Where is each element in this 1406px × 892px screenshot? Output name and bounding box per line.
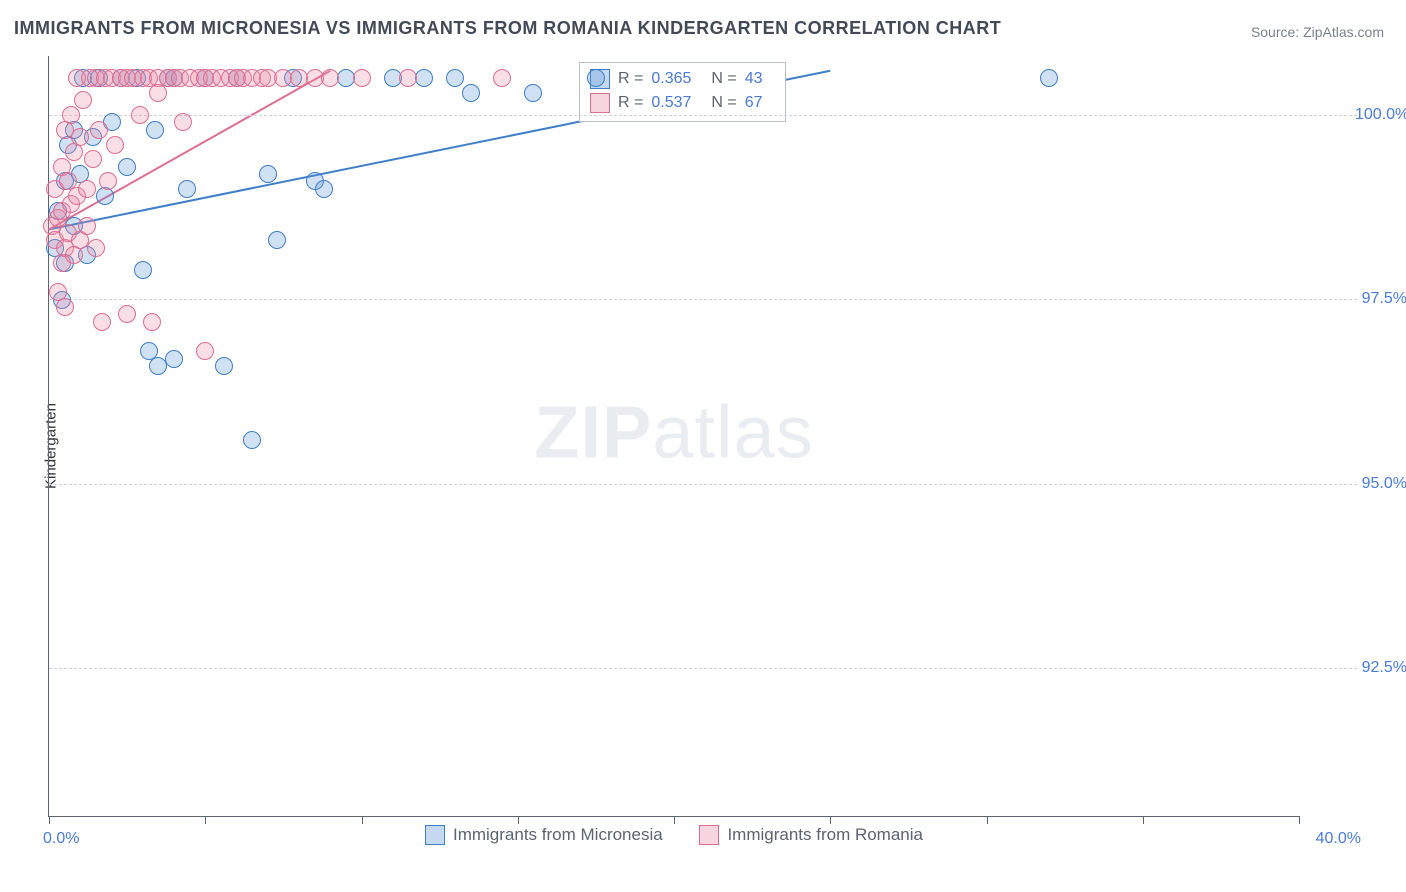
data-point-micronesia [165,350,183,368]
data-point-romania [74,91,92,109]
data-point-micronesia [134,261,152,279]
data-point-micronesia [1040,69,1058,87]
r-label: R = [618,67,643,91]
data-point-romania [93,313,111,331]
data-point-romania [62,106,80,124]
y-tick-label: 95.0% [1355,475,1406,493]
source-label: Source: ZipAtlas.com [1251,24,1384,40]
x-tick [205,816,206,824]
watermark-bold: ZIP [534,390,652,473]
chart-title: IMMIGRANTS FROM MICRONESIA VS IMMIGRANTS… [14,18,1001,39]
gridline [49,299,1357,300]
data-point-romania [118,305,136,323]
n-label: N = [711,91,736,115]
x-tick [1299,816,1300,824]
x-tick [518,816,519,824]
legend-series: Immigrants from Micronesia Immigrants fr… [49,825,1299,850]
legend-label: Immigrants from Micronesia [453,825,663,845]
r-value-micronesia: 0.365 [651,67,691,91]
watermark-rest: atlas [652,390,813,473]
legend-item-micronesia: Immigrants from Micronesia [425,825,663,845]
data-point-romania [78,217,96,235]
data-point-micronesia [259,165,277,183]
legend-stats-box: R = 0.365 N = 43 R = 0.537 N = 67 [579,62,786,122]
n-value-micronesia: 43 [745,67,763,91]
data-point-romania [493,69,511,87]
data-point-romania [99,172,117,190]
legend-stats-row: R = 0.365 N = 43 [590,67,775,91]
chart-plot-area: ZIPatlas R = 0.365 N = 43 R = 0.537 N = … [48,56,1299,817]
x-tick [362,816,363,824]
data-point-micronesia [178,180,196,198]
trend-lines [49,56,1299,816]
swatch-romania [590,93,610,113]
data-point-romania [174,113,192,131]
x-tick [49,816,50,824]
data-point-romania [78,180,96,198]
swatch-micronesia [425,825,445,845]
data-point-micronesia [215,357,233,375]
data-point-romania [143,313,161,331]
data-point-micronesia [524,84,542,102]
data-point-micronesia [146,121,164,139]
data-point-romania [84,150,102,168]
x-tick [1143,816,1144,824]
gridline [49,484,1357,485]
data-point-romania [90,121,108,139]
n-value-romania: 67 [745,91,763,115]
data-point-romania [399,69,417,87]
data-point-romania [87,239,105,257]
data-point-micronesia [243,431,261,449]
legend-stats-row: R = 0.537 N = 67 [590,91,775,115]
data-point-micronesia [118,158,136,176]
y-tick-label: 97.5% [1355,290,1406,308]
data-point-romania [56,298,74,316]
data-point-romania [196,342,214,360]
data-point-romania [106,136,124,154]
y-tick-label: 92.5% [1355,659,1406,677]
n-label: N = [711,67,736,91]
x-tick [830,816,831,824]
data-point-micronesia [462,84,480,102]
gridline [49,115,1357,116]
data-point-micronesia [315,180,333,198]
x-tick [674,816,675,824]
data-point-micronesia [446,69,464,87]
legend-item-romania: Immigrants from Romania [699,825,923,845]
legend-label: Immigrants from Romania [727,825,923,845]
watermark: ZIPatlas [534,389,813,474]
y-tick-label: 100.0% [1355,106,1406,124]
swatch-romania [699,825,719,845]
x-tick [987,816,988,824]
data-point-romania [71,128,89,146]
data-point-micronesia [415,69,433,87]
data-point-micronesia [268,231,286,249]
x-axis-max-label: 40.0% [1316,830,1361,848]
gridline [49,668,1357,669]
data-point-micronesia [587,69,605,87]
data-point-romania [131,106,149,124]
r-value-romania: 0.537 [651,91,691,115]
data-point-romania [321,69,339,87]
data-point-romania [353,69,371,87]
r-label: R = [618,91,643,115]
